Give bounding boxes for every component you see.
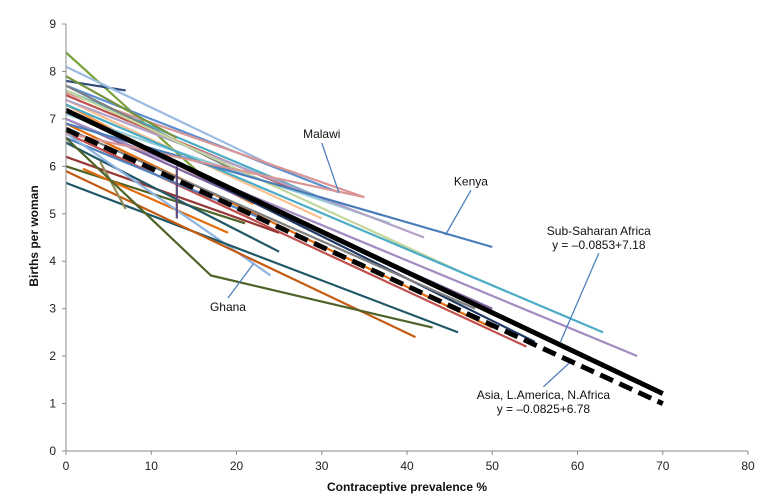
x-tick-label: 60	[571, 459, 585, 473]
country-line-3	[65, 65, 280, 170]
y-tick-label: 5	[49, 207, 56, 221]
annotation-kenya: Kenya	[454, 174, 488, 188]
regression-label-leader-1	[559, 252, 600, 343]
x-tick-label: 40	[400, 459, 414, 473]
x-tick-label: 70	[656, 459, 670, 473]
annotation-leader-kenya	[444, 189, 472, 236]
regression-label-1-line-1: Sub-Saharan Africa	[547, 224, 651, 238]
country-line-31	[99, 161, 127, 210]
x-tick-label: 80	[741, 459, 755, 473]
x-tick-label: 50	[486, 459, 500, 473]
country-line-35	[65, 132, 365, 199]
country-line-26	[82, 167, 229, 234]
annotation-leader-ghana	[227, 263, 255, 299]
x-tick-label: 10	[145, 459, 159, 473]
x-axis-title: Contraceptive prevalence %	[327, 480, 487, 494]
country-line-33	[65, 137, 433, 329]
regression-label-1-line-2: y = –0.0853+7.18	[552, 238, 646, 252]
country-line-18	[65, 103, 604, 334]
y-tick-label: 7	[49, 112, 56, 126]
regression-label-2-line-2: y = –0.0825+6.78	[497, 402, 591, 416]
x-tick-label: 0	[63, 459, 70, 473]
country-line-27	[65, 141, 280, 253]
annotation-malawi: Malawi	[303, 127, 340, 141]
series-layer	[65, 51, 638, 358]
country-line-24	[65, 155, 280, 234]
axis-layer: 0 1 2 3 4 5 6 7 8 9 0 10 20 30 40 50 60 70 80	[49, 17, 755, 473]
annotation-leader-malawi	[321, 142, 340, 193]
country-line-8	[65, 75, 178, 139]
regression-label-leader-2	[542, 362, 570, 388]
regression-label-2-line-1: Asia, L.America, N.Africa	[477, 388, 611, 402]
y-tick-label: 9	[49, 17, 56, 31]
y-tick-label: 1	[49, 397, 56, 411]
y-tick-label: 2	[49, 349, 56, 363]
annotation-ghana: Ghana	[210, 300, 246, 314]
y-tick-label: 8	[49, 64, 56, 78]
country-line-19	[65, 117, 638, 358]
regression-layer	[64, 108, 664, 406]
country-line-14	[65, 98, 425, 239]
y-tick-label: 6	[49, 159, 56, 173]
y-tick-label: 4	[49, 254, 56, 268]
x-tick-label: 30	[315, 459, 329, 473]
y-tick-label: 3	[49, 302, 56, 316]
x-tick-label: 20	[230, 459, 244, 473]
regression-line-sub-saharan-africa	[64, 108, 664, 396]
regression-line-asia-latam-nafrica	[64, 127, 664, 406]
y-tick-label: 0	[49, 444, 56, 458]
country-line-29	[65, 181, 459, 334]
y-axis-title: Births per woman	[27, 185, 41, 286]
country-line-4	[65, 84, 340, 194]
